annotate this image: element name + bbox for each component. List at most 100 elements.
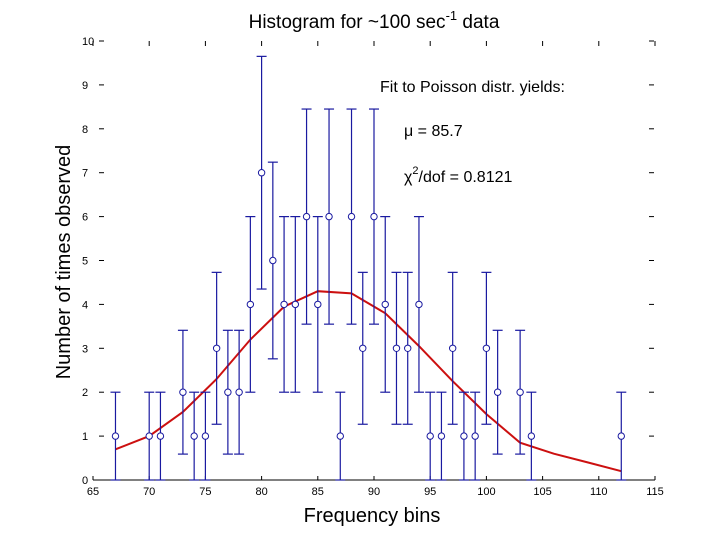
data-point xyxy=(346,108,357,325)
data-point xyxy=(526,391,537,481)
data-point xyxy=(267,161,278,360)
data-point xyxy=(413,216,424,393)
data-point-marker xyxy=(359,344,367,352)
data-point-marker xyxy=(617,432,625,440)
data-point-marker xyxy=(415,300,423,309)
data-point-marker xyxy=(257,169,266,177)
y-tick-label: 6 xyxy=(82,212,88,224)
data-point-marker xyxy=(437,432,446,440)
data-point xyxy=(110,391,121,481)
data-point-marker xyxy=(246,300,255,309)
x-axis-title: Frequency bins xyxy=(304,505,441,527)
y-tick-label: 0 xyxy=(82,475,88,487)
x-tick-label: 100 xyxy=(477,486,495,498)
data-point xyxy=(402,271,413,425)
data-point-marker xyxy=(460,432,468,440)
data-point xyxy=(425,391,436,481)
data-point-marker xyxy=(156,432,165,440)
data-point xyxy=(391,271,402,425)
data-point xyxy=(189,391,200,481)
data-point-marker xyxy=(314,300,322,309)
data-point xyxy=(256,55,267,290)
data-point-marker xyxy=(392,344,401,352)
data-point-marker xyxy=(212,344,221,352)
x-tick-label: 110 xyxy=(590,486,608,498)
x-tick-label: 105 xyxy=(533,486,551,498)
data-point-marker xyxy=(235,388,243,396)
data-point xyxy=(447,271,458,425)
chart-title-superscript: -1 xyxy=(446,8,458,23)
data-point-marker xyxy=(347,212,356,221)
data-point xyxy=(234,329,245,455)
poisson-fit-line xyxy=(115,290,622,473)
data-point-marker xyxy=(201,432,210,440)
data-point-marker xyxy=(269,256,277,265)
y-tick-label: 9 xyxy=(82,80,88,92)
data-point xyxy=(144,391,155,481)
data-point-marker xyxy=(448,344,457,352)
y-tick-label: 5 xyxy=(82,256,88,268)
data-point xyxy=(222,329,233,455)
y-tick-label: 7 xyxy=(82,168,88,180)
x-tick-label: 80 xyxy=(255,486,267,498)
y-tick-label: 10 xyxy=(82,36,94,48)
data-point xyxy=(312,216,323,393)
y-tick-label: 3 xyxy=(82,343,88,355)
data-point xyxy=(380,216,391,393)
data-point xyxy=(324,108,335,325)
mu-annotation: μ = 85.7 xyxy=(404,123,463,140)
data-point xyxy=(245,216,256,393)
data-point xyxy=(177,329,188,455)
data-point-marker xyxy=(370,212,378,221)
data-point-marker xyxy=(302,212,311,221)
x-tick-label: 75 xyxy=(199,486,211,498)
tick-marks: 65 70 75 80 85 90 95 100 105 110 115 0 1 2 3 4 5 6 7 8 9 10 xyxy=(82,36,664,498)
data-point-marker xyxy=(280,300,288,309)
data-point-marker xyxy=(291,300,300,309)
data-point-marker xyxy=(224,388,232,396)
chi-squared-annotation: χ2/dof = 0.8121 xyxy=(404,165,512,186)
data-point xyxy=(458,391,469,481)
y-tick-label: 8 xyxy=(82,124,88,136)
data-point-marker xyxy=(516,388,524,396)
data-point xyxy=(301,108,312,325)
data-point xyxy=(211,271,222,425)
data-point xyxy=(515,329,526,455)
data-point xyxy=(279,216,290,393)
data-point xyxy=(470,391,481,481)
data-point xyxy=(290,216,301,393)
data-point-marker xyxy=(482,344,491,352)
fit-line-group xyxy=(115,290,622,473)
data-point-marker xyxy=(471,432,479,440)
y-tick-label: 1 xyxy=(82,431,88,443)
data-point-marker xyxy=(493,388,502,396)
y-tick-label: 2 xyxy=(82,387,88,399)
data-point-marker xyxy=(190,432,198,440)
chart-title: Histogram for ~100 sec-1 data xyxy=(249,8,500,33)
data-point-marker xyxy=(111,432,120,440)
x-tick-label: 90 xyxy=(368,486,380,498)
data-point xyxy=(616,391,627,481)
data-point-marker xyxy=(179,388,187,396)
data-point xyxy=(335,391,346,481)
y-axis-title: Number of times observed xyxy=(53,145,75,380)
data-point xyxy=(481,271,492,425)
data-point xyxy=(155,391,166,481)
data-point xyxy=(200,391,211,481)
x-tick-label: 70 xyxy=(143,486,155,498)
data-points-group xyxy=(110,55,627,481)
data-point-marker xyxy=(145,432,153,440)
data-point xyxy=(436,391,447,481)
x-tick-label: 95 xyxy=(424,486,436,498)
x-tick-label: 115 xyxy=(646,486,664,498)
fit-heading-annotation: Fit to Poisson distr. yields: xyxy=(380,79,565,96)
data-point xyxy=(357,271,368,425)
data-point-marker xyxy=(527,432,536,440)
data-point-marker xyxy=(336,432,344,440)
data-point xyxy=(492,329,503,455)
data-point xyxy=(369,108,379,325)
y-tick-label: 4 xyxy=(82,299,88,311)
data-point-marker xyxy=(325,212,333,221)
data-point-marker xyxy=(381,300,389,309)
